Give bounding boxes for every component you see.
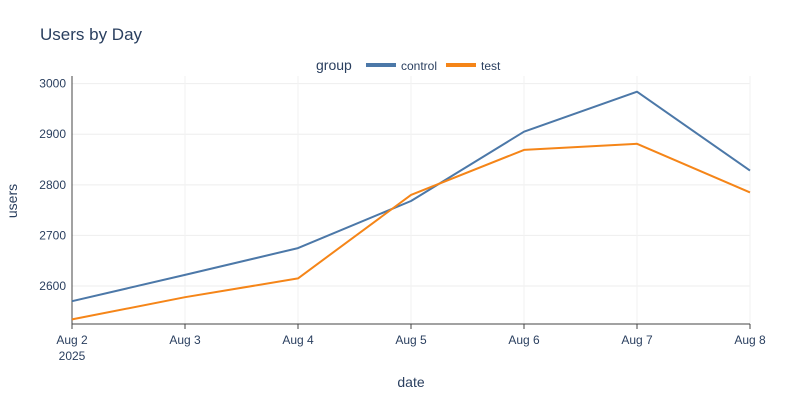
series-layer bbox=[71, 90, 751, 321]
chart-title: Users by Day bbox=[40, 25, 143, 44]
legend-title: group bbox=[316, 57, 352, 73]
x-tick-label: Aug 4 bbox=[282, 333, 314, 347]
y-tick-label: 2900 bbox=[39, 127, 66, 141]
legend-label-test[interactable]: test bbox=[481, 59, 501, 73]
x-tick-label: Aug 2 bbox=[56, 333, 88, 347]
y-tick-label: 3000 bbox=[39, 77, 66, 91]
x-tick-label: Aug 7 bbox=[621, 333, 653, 347]
y-axis-label: users bbox=[4, 184, 20, 218]
x-tick-label: Aug 3 bbox=[169, 333, 201, 347]
series-line-test bbox=[71, 142, 751, 321]
y-tick-label: 2600 bbox=[39, 279, 66, 293]
y-tick-label: 2800 bbox=[39, 178, 66, 192]
x-year-label: 2025 bbox=[59, 349, 86, 363]
series-line-control bbox=[71, 90, 751, 303]
legend[interactable]: group control test bbox=[316, 57, 501, 73]
x-axis-label: date bbox=[397, 374, 424, 390]
grid bbox=[71, 76, 751, 324]
y-tick-label: 2700 bbox=[39, 228, 66, 242]
axes: 2600 2700 2800 2900 3000 Aug 2 Aug 3 Aug 4 Aug 5… bbox=[39, 76, 766, 363]
x-tick-label: Aug 5 bbox=[395, 333, 427, 347]
x-tick-label: Aug 6 bbox=[508, 333, 540, 347]
legend-label-control[interactable]: control bbox=[401, 59, 437, 73]
x-tick-label: Aug 8 bbox=[734, 333, 766, 347]
